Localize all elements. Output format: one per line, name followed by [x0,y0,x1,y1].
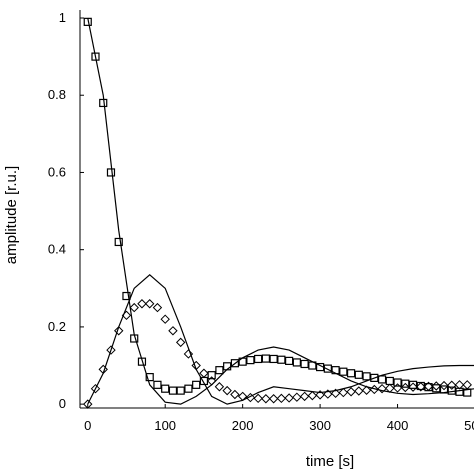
diamond-point [462,380,472,390]
diamond-point [377,383,387,394]
diamond-point [129,302,139,313]
square-point [168,386,178,395]
square-point [408,380,418,389]
square-point [370,373,379,382]
diamond-point [299,391,310,402]
square-point [176,386,185,395]
diamond-point [168,326,178,336]
diamond-point [416,382,426,392]
diamond-point [361,385,372,395]
fit-line [87,273,474,405]
square-point [292,358,301,367]
square-point [447,386,456,395]
square-point [215,366,224,375]
square-point [269,354,278,364]
square-point [285,356,294,365]
square-point [323,364,332,373]
diamond-point [392,383,403,393]
square-point [362,372,371,381]
diamond-point [230,389,240,400]
square-point [277,355,286,364]
diamond-point [315,390,325,400]
square-point [106,168,116,177]
x-tick-label: 300 [309,418,331,433]
diamond-point [354,386,364,396]
square-point [246,356,255,365]
square-point [184,384,193,393]
diamond-point [338,387,349,398]
diamond-point [261,394,271,404]
x-tick-label: 400 [387,418,409,433]
square-point [401,379,410,388]
y-tick-label: 1 [59,10,66,25]
diamond-point [222,385,232,396]
diamond-point [454,380,465,390]
square-point [385,376,394,386]
square-point [346,369,356,378]
x-tick-label: 500 [464,418,474,433]
diamond-point [447,380,457,390]
square-point [339,367,348,376]
square-point [300,359,309,369]
diamond-point [292,392,302,402]
diamond-point [431,381,441,391]
diamond-point [400,382,411,393]
y-tick-label: 0.4 [48,242,66,257]
diamond-point [253,393,263,404]
square-point [91,52,100,61]
y-tick-label: 0 [59,396,66,411]
square-point [393,378,402,387]
diamond-point [114,326,124,336]
y-axis-label: amplitude [r.u.] [3,166,20,264]
diamond-point [137,299,147,309]
diamond-point [284,393,294,403]
diamond-point [307,390,318,401]
diamond-point [423,381,434,392]
diamond-point [408,382,418,392]
diamond-point [276,393,287,404]
x-tick-label: 200 [232,418,254,433]
square-point [99,98,108,108]
diamond-point [330,388,341,399]
diamond-point [183,349,194,359]
square-point [192,380,201,389]
diamond-point [199,368,209,378]
diamond-point [268,394,279,404]
y-tick-label: 0.8 [48,87,66,102]
y-tick-label: 0.2 [48,319,66,334]
diamond-point [83,399,93,409]
square-point [261,354,270,363]
diamond-point [106,345,116,355]
y-tick-label: 0.6 [48,164,66,179]
x-tick-label: 0 [84,418,91,433]
diamond-point [160,314,170,324]
diamond-point [346,387,356,397]
diamond-point [323,389,333,399]
diamond-point [439,380,449,391]
square-point [161,384,170,393]
square-point [207,371,216,380]
diamond-point [175,337,186,348]
square-point [145,373,154,382]
diamond-point [90,383,101,394]
square-point [354,370,363,379]
x-tick-label: 100 [154,418,176,433]
square-point [254,354,263,364]
x-axis-label: time [s] [306,453,354,470]
square-point [153,380,162,389]
diamond-point [214,382,225,392]
square-point [432,384,441,393]
square-point [114,237,123,247]
square-point [377,375,387,384]
fit-line [87,17,474,405]
diamond-point [245,392,256,403]
square-point [122,291,131,301]
diamond-point [152,302,163,313]
diamond-point [144,299,155,309]
square-point [230,359,240,368]
